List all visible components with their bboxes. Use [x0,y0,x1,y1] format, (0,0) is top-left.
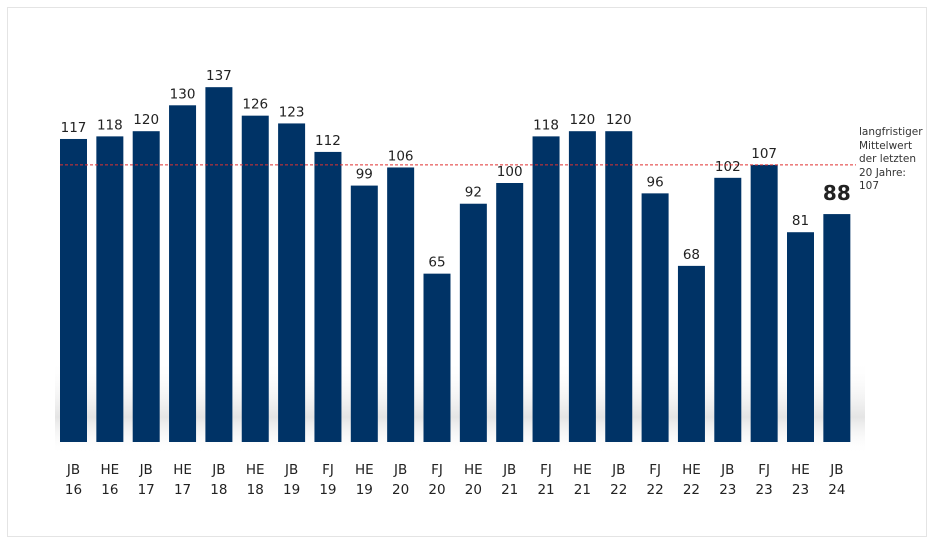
x-tick-label-year: 21 [537,482,554,498]
x-tick-label-period: HE [682,462,701,478]
bar [532,136,560,442]
x-tick-label-year: 21 [501,482,518,498]
x-tick-label-period: HE [464,462,483,478]
x-tick-label-period: JB [284,462,298,478]
x-tick-label-year: 17 [138,482,155,498]
x-tick-label-period: HE [101,462,120,478]
x-tick-label-period: FJ [649,462,661,478]
bars-group [60,87,851,443]
x-tick-label-year: 23 [719,482,736,498]
x-tick-label-period: JB [66,462,80,478]
x-tick-label-period: JB [611,462,625,478]
x-tick-label-year: 19 [319,482,336,498]
x-tick-label-year: 18 [247,482,264,498]
x-tick-label-year: 23 [756,482,773,498]
bar-value-label: 99 [356,167,373,183]
x-tick-label-year: 20 [428,482,445,498]
bar-value-label: 102 [715,159,741,175]
bar [350,185,378,442]
annotation-line-1: langfristiger [859,126,923,138]
x-tick-label-period: FJ [322,462,334,478]
x-tick-label-year: 21 [574,482,591,498]
bar-value-label: 88 [823,181,851,205]
x-axis-labels-group: JB 16 HE 16 JB 17 HE 17 JB 18 HE 18 JB 19 FJ 19 HE 19 JB 20… [65,462,846,498]
bar-value-label: 130 [170,86,196,102]
bar [787,232,814,442]
x-tick-label-year: 16 [65,482,82,498]
bar-value-label: 92 [465,185,482,201]
x-tick-label-period: JB [829,462,843,478]
x-tick-label-year: 16 [101,482,118,498]
bar-value-label: 117 [61,120,87,136]
bar [205,87,233,443]
x-tick-label-period: JB [393,462,407,478]
bar-value-label: 120 [570,112,596,128]
bar-value-label: 118 [97,117,123,133]
x-tick-label-year: 22 [647,482,664,498]
x-tick-label-period: HE [791,462,810,478]
bar-value-label: 100 [497,164,523,180]
bar-value-label: 68 [683,247,700,263]
x-tick-label-period: HE [355,462,374,478]
x-tick-label-period: JB [139,462,153,478]
x-tick-label-period: FJ [431,462,443,478]
annotation-line-4: 20 Jahre: [859,166,906,179]
bar [750,164,778,442]
bar-value-label: 65 [428,255,445,271]
x-tick-label-period: HE [573,462,592,478]
bar [496,183,524,442]
x-tick-label-year: 17 [174,482,191,498]
bar-value-label: 112 [315,133,341,149]
x-tick-label-year: 19 [356,482,373,498]
bar-value-label: 123 [279,104,305,120]
bar-value-label: 120 [606,112,632,128]
bar-value-label: 118 [533,117,559,133]
x-tick-label-year: 22 [610,482,627,498]
bar [605,131,633,442]
bar [568,131,596,442]
x-tick-label-year: 20 [465,482,482,498]
bar [169,105,197,443]
bar [714,177,742,442]
annotation-line-5: 107 [859,180,880,192]
bar [241,115,269,442]
bar-value-label: 137 [206,68,232,84]
bar-value-label: 120 [133,112,159,128]
x-tick-label-period: HE [173,462,192,478]
bar-value-label: 106 [388,148,414,164]
bar-value-label: 81 [792,213,809,229]
annotation-line-3: der letzten [859,153,917,165]
bar [823,214,851,442]
bar [96,136,124,442]
bar [641,193,669,442]
x-tick-label-year: 19 [283,482,300,498]
x-tick-label-period: FJ [540,462,552,478]
bar [459,203,487,442]
x-tick-label-year: 20 [392,482,409,498]
bar [387,167,415,442]
bar-value-label: 126 [242,97,268,113]
x-tick-label-year: 24 [828,482,845,498]
bar [314,151,342,443]
x-tick-label-period: HE [246,462,265,478]
annotation-line-2: Mittelwert [859,139,913,152]
mean-reference-annotation: langfristiger Mittelwert der letzten 20 … [859,126,935,194]
value-labels-group: 117 118 120 130 137 126 123 112 99 106 65 92 100 118 1… [61,68,851,270]
x-tick-label-year: 18 [210,482,227,498]
x-tick-label-period: JB [211,462,225,478]
x-tick-label-year: 23 [792,482,809,498]
x-tick-label-period: JB [720,462,734,478]
bar-value-label: 107 [751,146,777,162]
x-tick-label-year: 22 [683,482,700,498]
bar [677,265,705,442]
bar [132,131,160,442]
x-tick-label-period: JB [502,462,516,478]
bar-value-label: 96 [647,174,664,190]
bar [278,123,306,443]
x-tick-label-period: FJ [758,462,770,478]
bar [423,273,451,442]
bar [60,138,87,442]
